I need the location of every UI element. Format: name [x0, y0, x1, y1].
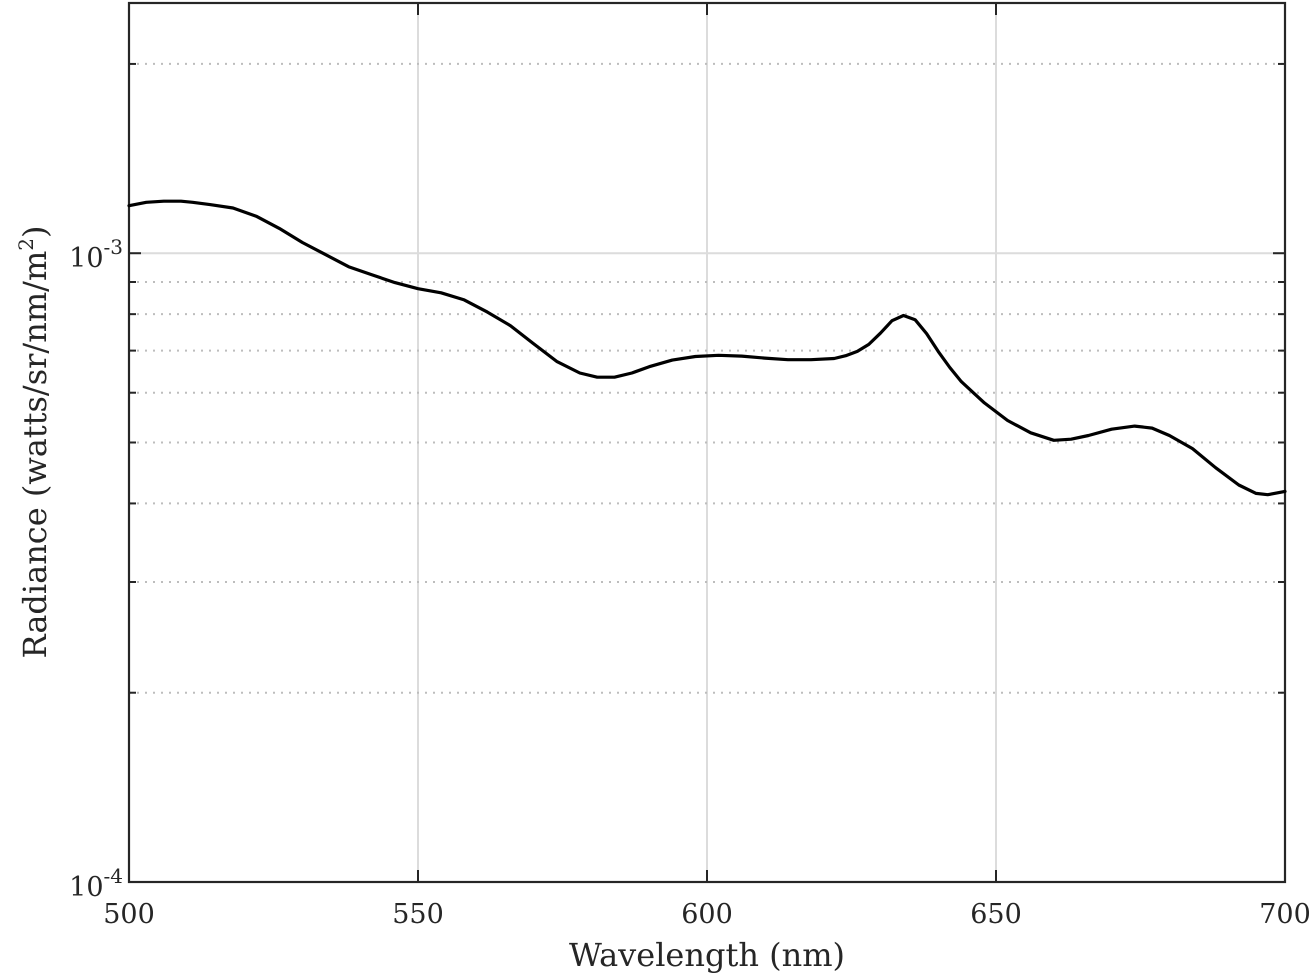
- y-tick-label-exponent: -3: [104, 235, 123, 259]
- grid-lines: [129, 3, 1285, 882]
- y-axis-label-sup: 2: [14, 238, 38, 251]
- radiance-series-line: [127, 199, 1287, 497]
- y-axis-label-end: ): [16, 225, 54, 237]
- x-tick-label: 500: [103, 899, 155, 930]
- x-tick-label: 600: [681, 899, 733, 930]
- y-axis-label: Radiance (watts/sr/nm/m2): [14, 225, 54, 658]
- y-tick-label: 10-3: [69, 235, 123, 274]
- x-axis-label: Wavelength (nm): [569, 936, 845, 974]
- x-tick-label: 550: [392, 899, 444, 930]
- y-tick-label: 10-4: [69, 864, 123, 903]
- y-tick-labels: 10-410-3: [69, 235, 123, 903]
- y-tick-label-exponent: -4: [104, 864, 123, 888]
- y-tick-label-base: 10: [69, 872, 103, 903]
- x-tick-labels: 500 550 600 650 700: [103, 899, 1311, 930]
- x-tick-label: 650: [970, 899, 1022, 930]
- series-layer: [127, 199, 1287, 497]
- y-tick-label-base: 10: [69, 243, 103, 274]
- x-tick-label: 700: [1259, 899, 1311, 930]
- axis-ticks: [128, 3, 1286, 883]
- y-axis-label-main: Radiance (watts/sr/nm/m: [16, 251, 54, 659]
